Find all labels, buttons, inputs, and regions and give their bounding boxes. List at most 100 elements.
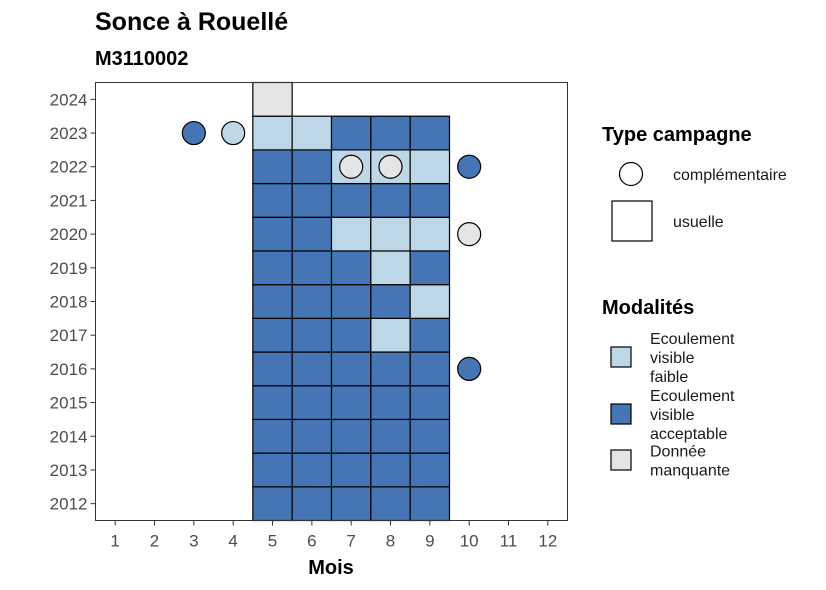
y-tick-label-2012: 2012 (50, 495, 88, 514)
x-tick-label-9: 9 (425, 532, 434, 551)
cell-2022-9 (409, 149, 451, 185)
cell-2017-8 (370, 317, 411, 353)
legend-key-donnee-manquante (610, 449, 632, 471)
cell-2023-9 (409, 115, 451, 151)
x-tick-label-5: 5 (268, 532, 277, 551)
plot-area (95, 81, 568, 522)
cell-2019-6 (291, 250, 333, 286)
x-tick-label-6: 6 (307, 532, 316, 551)
cell-2015-9 (409, 385, 451, 421)
cell-2017-6 (291, 317, 333, 353)
x-axis-title: Mois (308, 557, 354, 579)
cell-2013-9 (409, 452, 451, 488)
y-tick-label-2024: 2024 (50, 90, 88, 109)
cell-2014-5 (252, 418, 293, 454)
cell-2018-8 (370, 284, 411, 319)
cell-2015-7 (330, 385, 372, 421)
legend-key-ecoulement-visible-faible (610, 346, 632, 368)
x-tick-label-4: 4 (228, 532, 237, 551)
y-axis: 2012 2013 2014 2015 2016 2017 2018 2019 2020 2021… (50, 90, 96, 514)
cell-2013-7 (330, 452, 372, 488)
legend-type-title: Type campagne (602, 124, 752, 146)
cell-2018-5 (252, 284, 293, 319)
x-tick-label-12: 12 (538, 532, 557, 551)
cell-2014-6 (291, 418, 333, 454)
legend-usuelle-key (611, 200, 653, 242)
cell-2018-7 (330, 284, 372, 319)
x-tick-label-1: 1 (110, 532, 119, 551)
cell-2016-5 (252, 351, 293, 387)
x-axis: 1 2 3 4 5 6 7 8 9 10 11 12 (110, 520, 557, 551)
cell-2012-5 (252, 486, 293, 522)
y-tick-label-2022: 2022 (50, 158, 88, 177)
usuelle-cells (252, 81, 451, 522)
legend-label-ecoulement-visible-faible: Ecoulement visible faible (650, 331, 735, 386)
cell-2023-8 (370, 115, 411, 151)
legend-complementaire-key (618, 161, 644, 187)
cell-2019-5 (252, 250, 293, 286)
legend-type-campagne: Type campagne complémentaire usuelle (602, 124, 787, 242)
cell-2015-8 (370, 385, 411, 421)
cell-2015-6 (291, 385, 333, 421)
cell-2013-5 (252, 452, 293, 488)
y-tick-label-2015: 2015 (50, 394, 88, 413)
cell-2020-6 (291, 216, 333, 252)
y-tick-label-2021: 2021 (50, 191, 88, 210)
cell-2022-6 (291, 149, 333, 185)
cell-2014-7 (330, 418, 372, 454)
cell-2019-7 (330, 250, 372, 286)
cell-2020-8 (370, 216, 411, 252)
cell-2018-9 (409, 284, 451, 319)
x-tick-label-8: 8 (386, 532, 395, 551)
cell-2021-5 (252, 182, 293, 218)
y-tick-label-2013: 2013 (50, 461, 88, 480)
cell-2017-9 (409, 317, 451, 353)
cell-2022-5 (252, 149, 293, 185)
complementaire-points (181, 120, 482, 381)
legend-complementaire-label: complémentaire (673, 167, 787, 184)
cell-2016-8 (370, 351, 411, 387)
point-2022-8 (378, 154, 403, 179)
cell-2013-6 (291, 452, 333, 488)
point-2020-10 (457, 222, 482, 247)
cell-2014-9 (409, 418, 451, 454)
x-tick-label-3: 3 (189, 532, 198, 551)
legend-modalites: Modalités Ecoulement visible faibleEcoulem… (602, 297, 735, 480)
chart-title: Sonce à Rouellé (95, 8, 288, 36)
y-tick-label-2014: 2014 (50, 427, 88, 446)
cell-2012-7 (330, 486, 372, 522)
y-tick-label-2016: 2016 (50, 360, 88, 379)
x-tick-label-2: 2 (150, 532, 159, 551)
point-2016-10 (457, 356, 482, 381)
legend-usuelle-label: usuelle (673, 214, 724, 231)
point-2022-7 (339, 154, 364, 179)
cell-2019-9 (409, 250, 451, 286)
cell-2017-5 (252, 317, 293, 353)
chart-subtitle: M3110002 (95, 48, 188, 70)
cell-2023-7 (330, 115, 372, 151)
legend-label-donnee-manquante: Donnée manquante (650, 444, 730, 480)
cell-2021-9 (409, 182, 451, 218)
cell-2016-7 (330, 351, 372, 387)
point-2023-3 (181, 120, 206, 146)
point-2023-4 (221, 120, 246, 146)
x-tick-label-11: 11 (500, 532, 518, 551)
cell-2012-9 (409, 486, 451, 522)
cell-2019-8 (370, 250, 411, 286)
legend-key-ecoulement-visible-acceptable (610, 403, 632, 425)
cell-2021-8 (370, 182, 411, 218)
cell-2018-6 (291, 284, 333, 319)
point-2022-10 (457, 154, 482, 179)
y-tick-label-2023: 2023 (50, 124, 88, 143)
cell-2016-6 (291, 351, 333, 387)
y-tick-label-2020: 2020 (50, 225, 88, 244)
cell-2021-7 (330, 182, 372, 218)
cell-2020-9 (409, 216, 451, 252)
y-tick-label-2017: 2017 (50, 326, 88, 345)
cell-2023-6 (291, 115, 333, 151)
x-tick-label-7: 7 (346, 532, 355, 551)
cell-2014-8 (370, 418, 411, 454)
cell-2016-9 (409, 351, 451, 387)
cell-2021-6 (291, 182, 333, 218)
